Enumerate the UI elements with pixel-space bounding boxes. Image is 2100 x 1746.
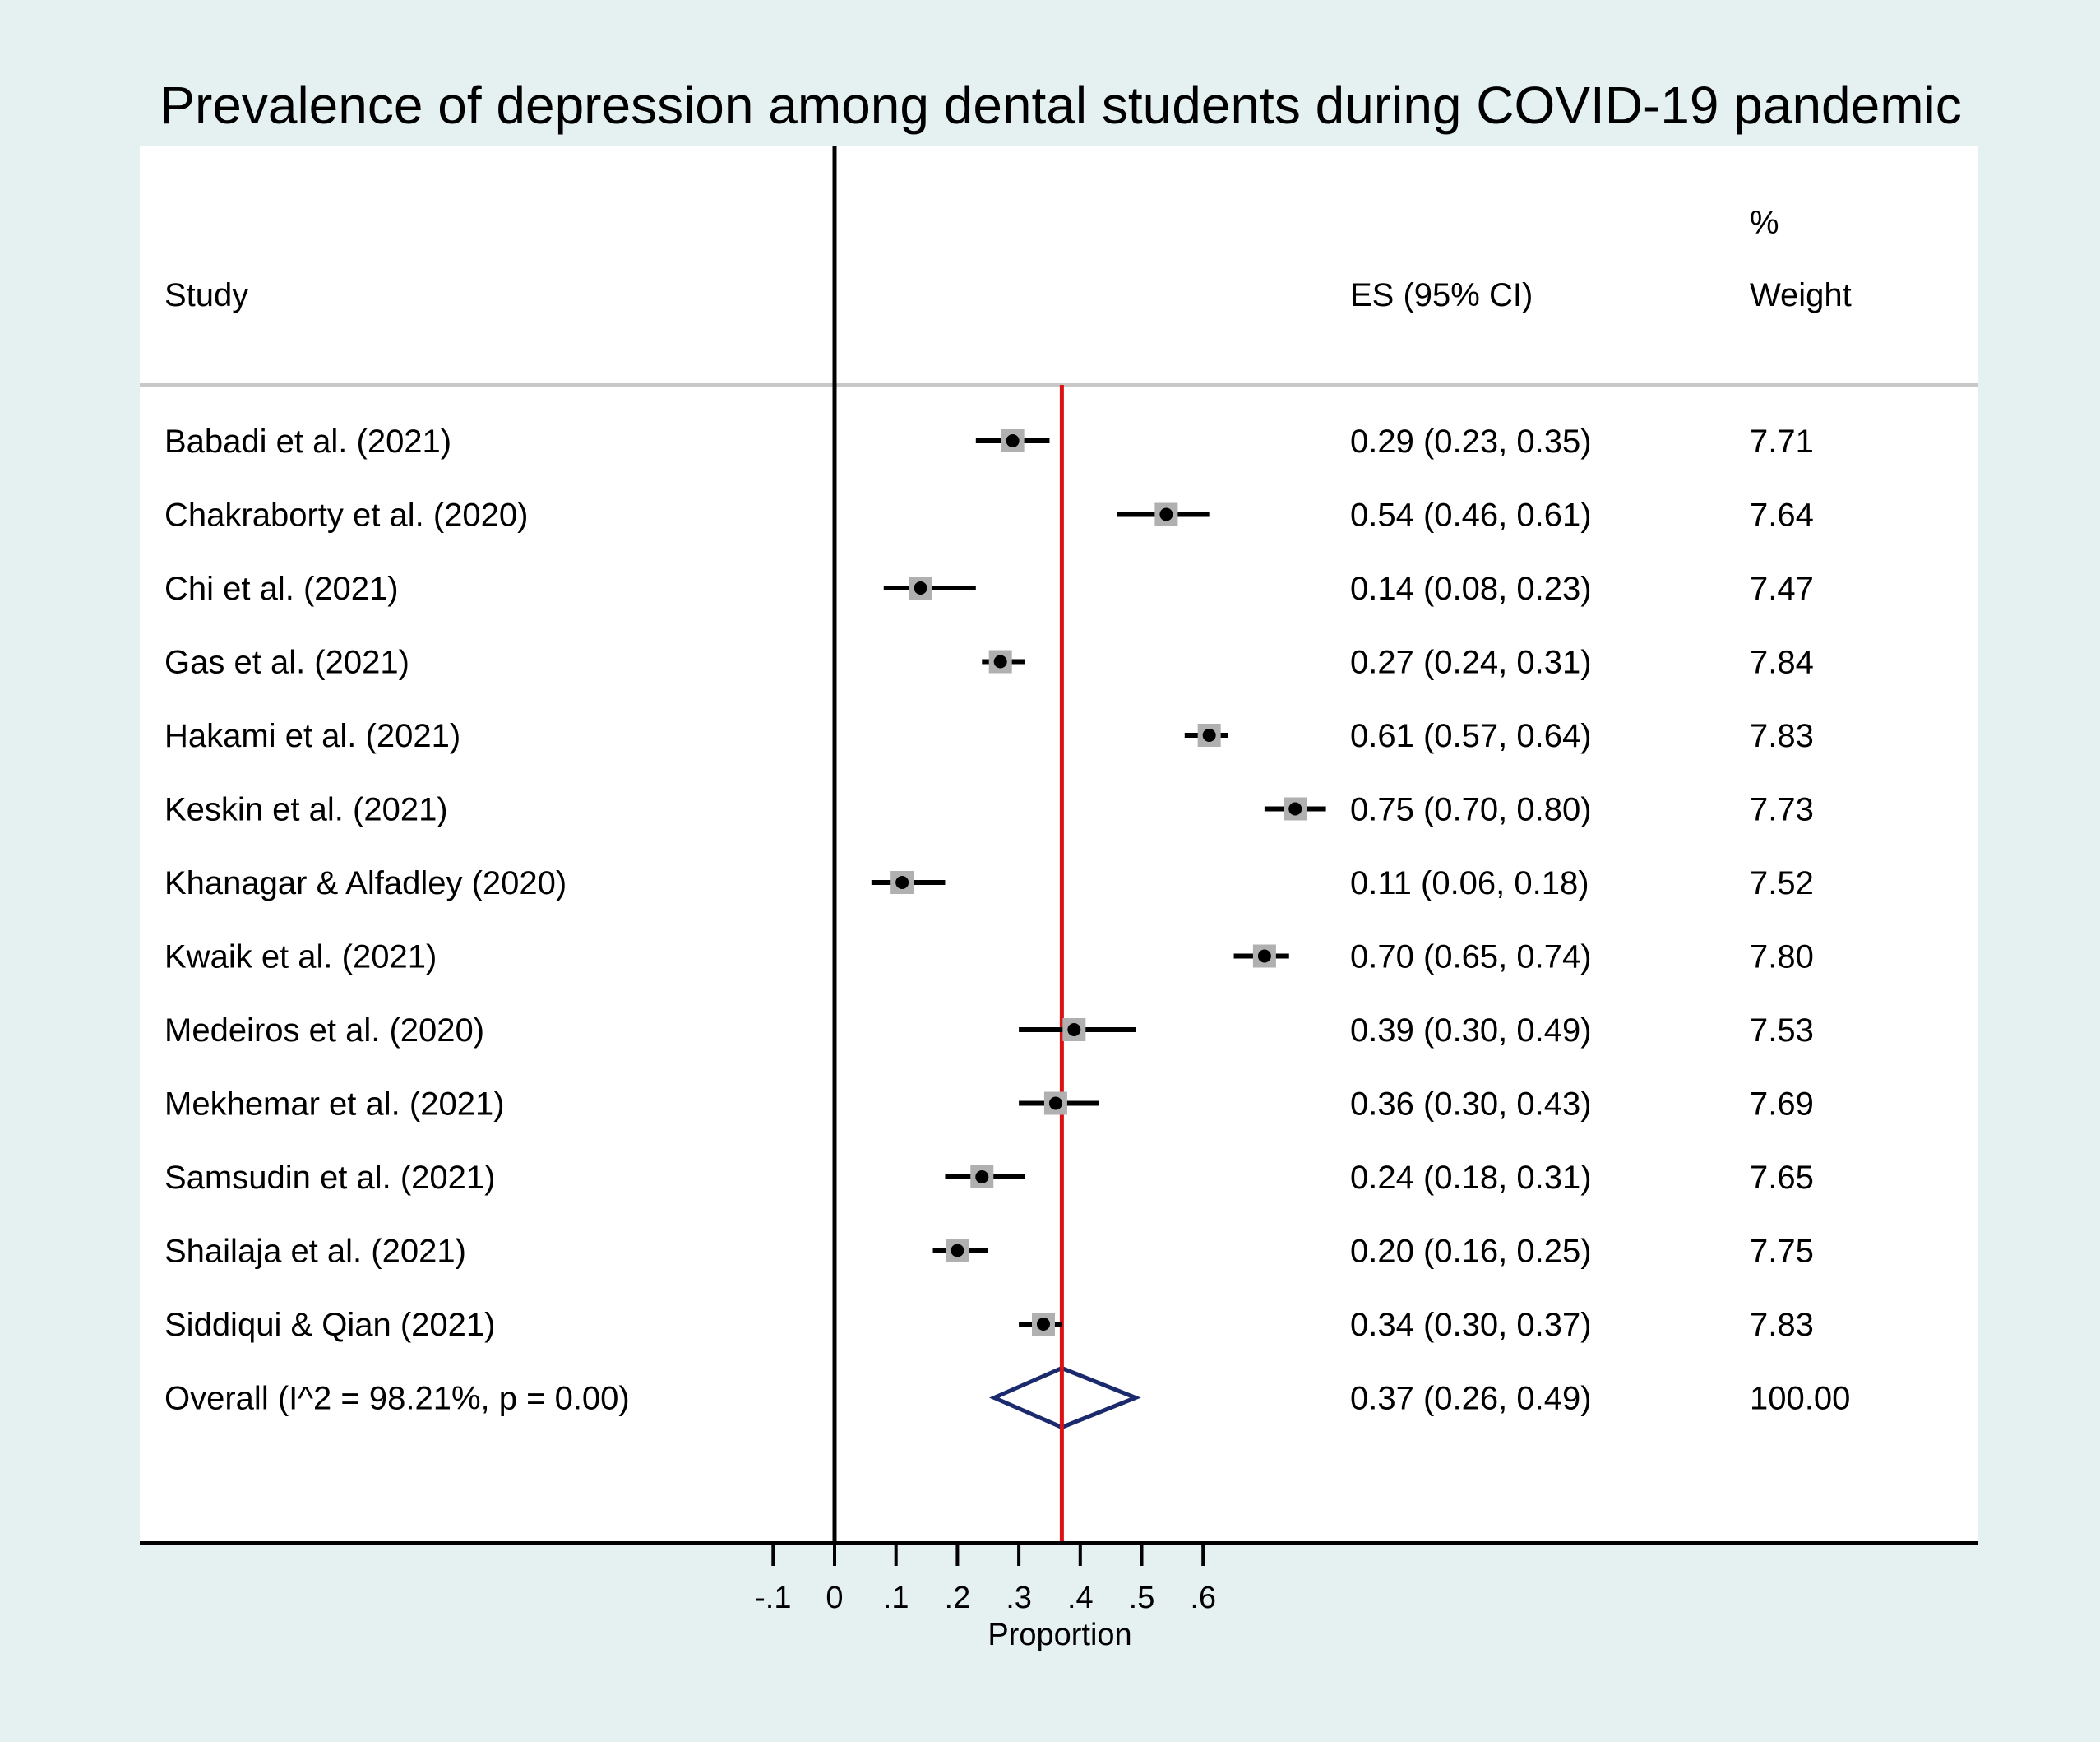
point-estimate <box>1067 1023 1081 1036</box>
x-tick-label: 0 <box>826 1581 843 1615</box>
x-axis-label: Proportion <box>988 1618 1131 1652</box>
column-header-study: Study <box>164 277 248 313</box>
study-weight: 7.64 <box>1750 498 1814 534</box>
study-label: Kwaik et al. (2021) <box>164 939 437 975</box>
chart-title: Prevalence of depression among dental st… <box>160 76 1962 135</box>
study-weight: 7.75 <box>1750 1234 1814 1270</box>
column-header-weight: Weight <box>1750 277 1852 313</box>
x-tick-label: -.1 <box>755 1581 791 1615</box>
column-header-weight-percent: % <box>1750 205 1779 241</box>
study-label: Samsudin et al. (2021) <box>164 1160 495 1196</box>
study-es-text: 0.36 (0.30, 0.43) <box>1350 1086 1592 1123</box>
point-estimate <box>1257 949 1271 963</box>
study-markers <box>871 429 1326 1336</box>
study-es-text: 0.75 (0.70, 0.80) <box>1350 792 1592 828</box>
study-label: Khanagar & Alfadley (2020) <box>164 865 567 901</box>
study-label: Mekhemar et al. (2021) <box>164 1086 505 1123</box>
study-label: Gas et al. (2021) <box>164 645 409 681</box>
study-weight: 7.80 <box>1750 939 1814 975</box>
x-axis-ticks: -.1 0 .1 .2 .3 .4 .5 .6 <box>755 1543 1216 1615</box>
x-tick-label: .6 <box>1190 1581 1216 1615</box>
study-label: Shailaja et al. (2021) <box>164 1234 466 1270</box>
point-estimate <box>975 1170 989 1183</box>
study-weight: 7.69 <box>1750 1086 1814 1123</box>
study-weight: 7.83 <box>1750 1307 1814 1343</box>
overall-label: Overall (I^2 = 98.21%, p = 0.00) <box>164 1381 630 1417</box>
study-weight: 7.84 <box>1750 645 1814 681</box>
study-es-text: 0.11 (0.06, 0.18) <box>1350 865 1589 901</box>
x-tick-label: .3 <box>1006 1581 1032 1615</box>
study-weight: 7.71 <box>1750 424 1814 460</box>
point-estimate <box>993 655 1007 669</box>
study-label: Chakraborty et al. (2020) <box>164 498 528 534</box>
study-label: Medeiros et al. (2020) <box>164 1012 484 1049</box>
reference-lines <box>832 146 1064 1543</box>
study-weight: 7.47 <box>1750 571 1814 607</box>
point-estimate <box>895 876 909 889</box>
overall-weight: 100.00 <box>1750 1381 1850 1417</box>
study-label: Hakami et al. (2021) <box>164 718 460 754</box>
point-estimate <box>1159 507 1173 521</box>
study-es-text: 0.54 (0.46, 0.61) <box>1350 498 1592 534</box>
overall-es-text: 0.37 (0.26, 0.49) <box>1350 1381 1592 1417</box>
study-es-text: 0.61 (0.57, 0.64) <box>1350 718 1592 754</box>
study-weight: 7.53 <box>1750 1012 1814 1049</box>
point-estimate <box>914 581 927 595</box>
study-es-text: 0.70 (0.65, 0.74) <box>1350 939 1592 975</box>
study-weight: 7.52 <box>1750 865 1814 901</box>
point-estimate <box>1288 802 1302 816</box>
study-weight: 7.83 <box>1750 718 1814 754</box>
plot-region <box>140 146 1978 1543</box>
study-rows: Babadi et al. (2021) 0.29 (0.23, 0.35) 7.7… <box>164 424 1814 1343</box>
study-es-text: 0.39 (0.30, 0.49) <box>1350 1012 1592 1049</box>
study-label: Babadi et al. (2021) <box>164 424 451 460</box>
x-tick-label: .2 <box>945 1581 971 1615</box>
point-estimate <box>951 1244 964 1257</box>
point-estimate <box>1202 729 1216 742</box>
overall-row: Overall (I^2 = 98.21%, p = 0.00) 0.37 (0.… <box>164 1365 1850 1430</box>
column-header-es: ES (95% CI) <box>1350 277 1533 313</box>
study-es-text: 0.27 (0.24, 0.31) <box>1350 645 1592 681</box>
study-label: Siddiqui & Qian (2021) <box>164 1307 495 1343</box>
study-es-text: 0.29 (0.23, 0.35) <box>1350 424 1592 460</box>
study-es-text: 0.20 (0.16, 0.25) <box>1350 1234 1592 1270</box>
study-es-text: 0.34 (0.30, 0.37) <box>1350 1307 1592 1343</box>
x-tick-label: .1 <box>883 1581 909 1615</box>
point-estimate <box>1048 1096 1062 1110</box>
study-label: Chi et al. (2021) <box>164 571 399 607</box>
study-es-text: 0.14 (0.08, 0.23) <box>1350 571 1592 607</box>
x-tick-label: .4 <box>1067 1581 1094 1615</box>
study-es-text: 0.24 (0.18, 0.31) <box>1350 1160 1592 1196</box>
study-weight: 7.73 <box>1750 792 1814 828</box>
point-estimate <box>1036 1318 1050 1331</box>
study-label: Keskin et al. (2021) <box>164 792 448 828</box>
overall-diamond <box>988 1365 1141 1430</box>
study-weight: 7.65 <box>1750 1160 1814 1196</box>
x-tick-label: .5 <box>1129 1581 1155 1615</box>
point-estimate <box>1006 434 1020 447</box>
